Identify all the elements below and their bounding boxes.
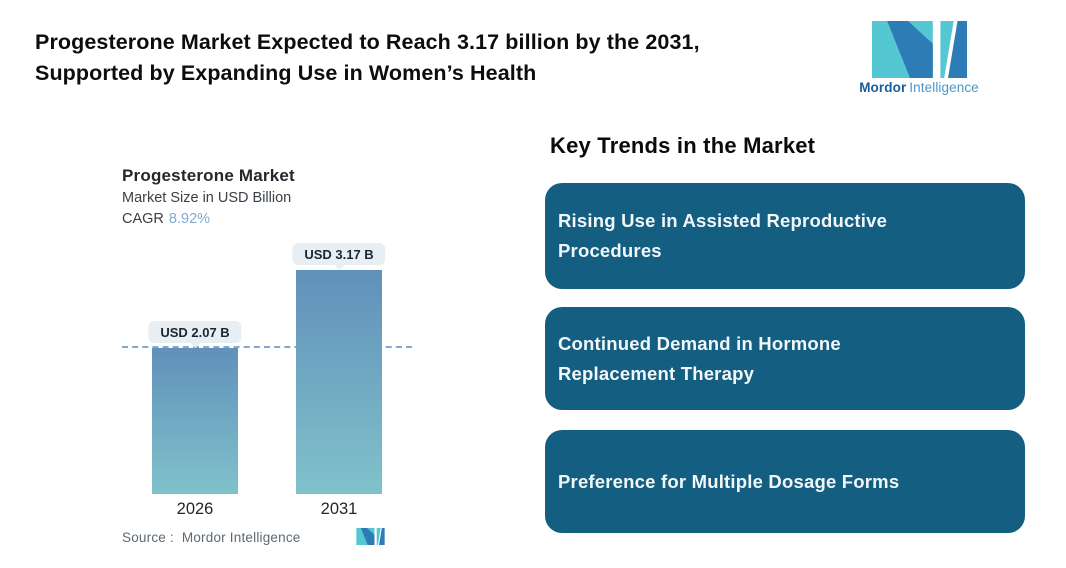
chart-subtitle: Market Size in USD Billion — [122, 190, 292, 206]
trend-text-line: Rising Use in Assisted Reproductive — [558, 210, 888, 231]
trend-text-line: Preference for Multiple Dosage Forms — [558, 470, 900, 492]
value-callout-2026: USD 2.07 B — [148, 321, 242, 343]
bar-2026 — [152, 348, 238, 494]
brand-wordmark-light: Intelligence — [909, 80, 979, 95]
page-title-line-1: Progesterone Market Expected to Reach 3.… — [35, 30, 700, 54]
mordor-intelligence-logo-icon — [871, 21, 967, 78]
mordor-intelligence-small-logo-icon — [356, 528, 385, 545]
source-value: Mordor Intelligence — [181, 530, 301, 545]
brand-wordmark-bold: Mordor — [859, 80, 907, 95]
trend-text-line: Replacement Therapy — [558, 362, 755, 384]
page-title: Progesterone Market Expected to Reach 3.… — [35, 27, 700, 89]
chart-cagr: CAGR 8.92% — [122, 211, 210, 227]
trend-text-line: Procedures — [558, 240, 662, 261]
axis-label-2031: 2031 — [320, 500, 358, 518]
bar-2031 — [296, 270, 382, 494]
trends-heading: Key Trends in the Market — [550, 133, 816, 158]
cagr-value: 8.92% — [168, 211, 211, 227]
trend-card-dosage-forms: Preference for Multiple Dosage Forms — [545, 430, 1025, 533]
chart-title: Progesterone Market — [122, 166, 295, 185]
axis-label-2026: 2026 — [176, 500, 214, 518]
source-label: Source : — [122, 530, 174, 545]
source-attribution: Source : Mordor Intelligence — [122, 530, 301, 545]
trend-card-hormone-replacement: Continued Demand in Hormone Replacement … — [545, 307, 1025, 410]
brand-logo: Mordor Intelligence — [858, 21, 980, 95]
cagr-label: CAGR — [122, 211, 164, 227]
trend-text-line: Continued Demand in Hormone — [558, 332, 841, 354]
brand-wordmark: Mordor Intelligence — [858, 80, 980, 95]
page-title-line-2: Supported by Expanding Use in Women’s He… — [35, 61, 537, 85]
value-callout-2031: USD 3.17 B — [292, 243, 386, 265]
trend-card-assisted-reproductive: Rising Use in Assisted Reproductive Proc… — [545, 183, 1025, 289]
reference-dashed-line — [122, 346, 412, 348]
